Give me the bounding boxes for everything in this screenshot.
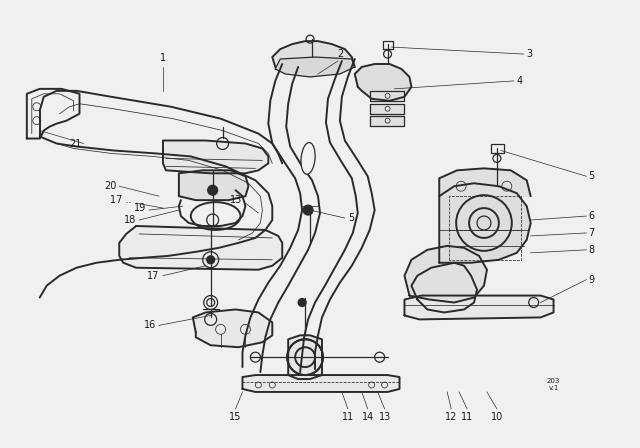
- Polygon shape: [404, 246, 487, 302]
- Circle shape: [298, 298, 306, 306]
- Text: 5: 5: [348, 213, 354, 223]
- Text: 14: 14: [362, 412, 374, 422]
- Text: 7: 7: [588, 228, 595, 238]
- Polygon shape: [288, 335, 322, 379]
- Text: 15: 15: [229, 412, 242, 422]
- Polygon shape: [439, 168, 531, 196]
- Polygon shape: [370, 91, 404, 101]
- Text: 18: 18: [124, 215, 136, 225]
- Text: 6: 6: [588, 211, 595, 221]
- Text: 16: 16: [144, 320, 156, 330]
- Polygon shape: [370, 116, 404, 125]
- Text: 13: 13: [230, 195, 243, 205]
- Polygon shape: [439, 183, 531, 263]
- Ellipse shape: [301, 142, 315, 174]
- Text: 9: 9: [588, 275, 595, 284]
- Polygon shape: [272, 41, 355, 67]
- Polygon shape: [119, 226, 282, 270]
- Polygon shape: [179, 170, 248, 200]
- Text: 10: 10: [491, 412, 503, 422]
- Polygon shape: [163, 141, 268, 173]
- Polygon shape: [412, 263, 477, 312]
- Text: 19: 19: [134, 203, 146, 213]
- Text: 3: 3: [527, 49, 533, 59]
- Text: 13: 13: [378, 412, 391, 422]
- Circle shape: [207, 256, 214, 264]
- Text: 2: 2: [337, 49, 343, 59]
- Polygon shape: [370, 104, 404, 114]
- Polygon shape: [355, 64, 412, 101]
- Text: 17 ..: 17 ..: [109, 195, 131, 205]
- Text: 12: 12: [445, 412, 458, 422]
- Text: 4: 4: [516, 76, 523, 86]
- Polygon shape: [275, 57, 355, 77]
- Circle shape: [303, 205, 313, 215]
- Text: 8: 8: [588, 245, 595, 255]
- Text: 1: 1: [160, 53, 166, 63]
- Text: 21: 21: [69, 138, 81, 148]
- Circle shape: [208, 185, 218, 195]
- Text: 11: 11: [342, 412, 354, 422]
- Polygon shape: [404, 296, 554, 319]
- Text: 17: 17: [147, 271, 159, 281]
- Text: 11: 11: [461, 412, 473, 422]
- Text: 5: 5: [588, 171, 595, 181]
- Polygon shape: [243, 375, 399, 392]
- Text: 203
v.1: 203 v.1: [547, 379, 560, 392]
- Text: 20: 20: [104, 181, 116, 191]
- Polygon shape: [193, 310, 272, 347]
